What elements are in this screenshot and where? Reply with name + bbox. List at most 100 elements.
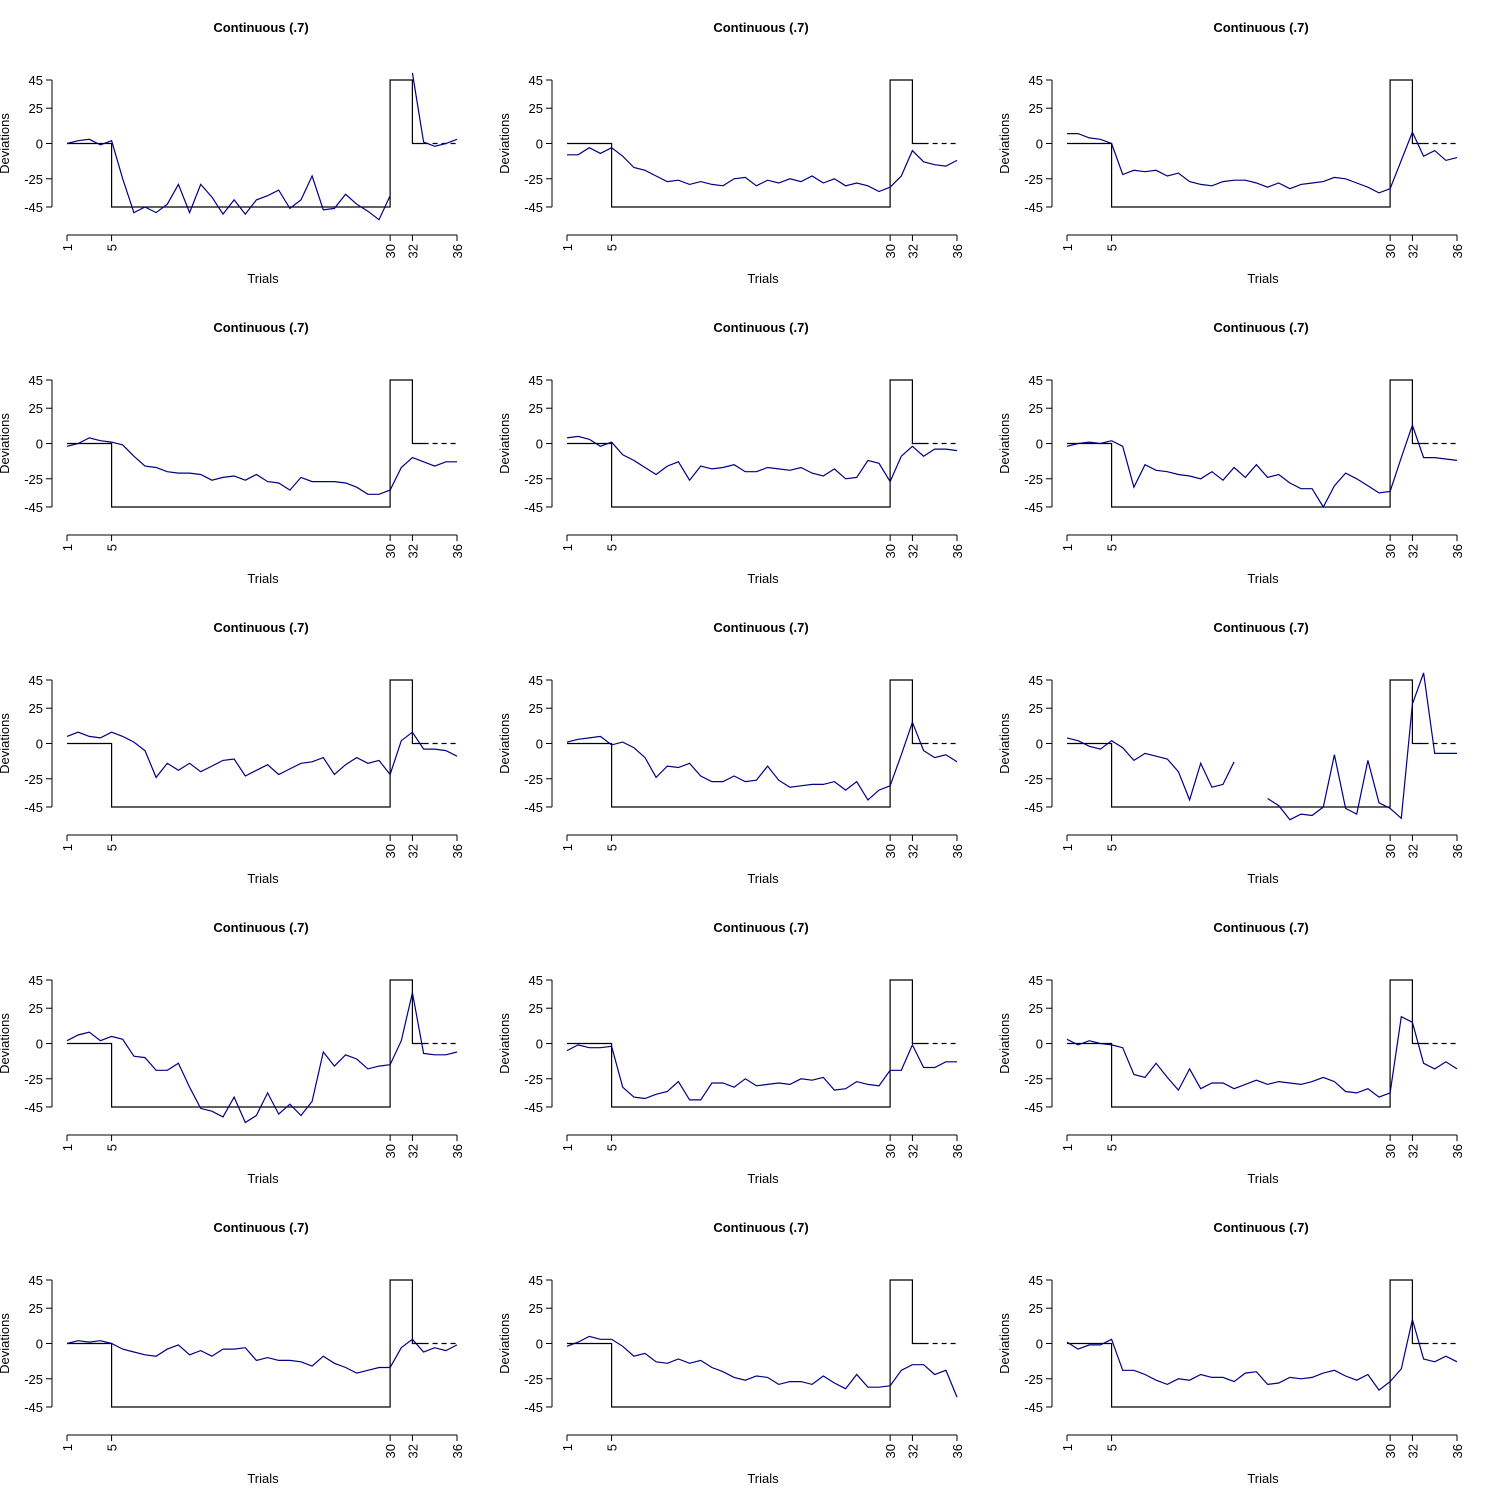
x-tick-label: 30 xyxy=(1383,1444,1398,1458)
x-tick-label: 36 xyxy=(450,544,465,558)
panel-9: Continuous (.7) 45 25 0 -25 -45 Deviations 1 5 30… xyxy=(997,620,1465,886)
y-axis-label: Deviations xyxy=(997,713,1012,774)
y-tick-label: -25 xyxy=(1024,1072,1043,1087)
x-tick-label: 32 xyxy=(405,1144,420,1158)
y-tick-label: 0 xyxy=(536,1037,543,1052)
observed-series-line xyxy=(567,146,958,193)
y-axis-label: Deviations xyxy=(497,1313,512,1374)
y-tick-label: 0 xyxy=(36,1337,43,1352)
x-axis-label: Trials xyxy=(247,1171,279,1186)
x-tick-label: 30 xyxy=(383,244,398,258)
y-tick-label: -25 xyxy=(524,1372,543,1387)
y-tick-label: -45 xyxy=(524,1400,543,1415)
y-tick-label: -25 xyxy=(1024,772,1043,787)
x-axis-label: Trials xyxy=(1247,571,1279,586)
panel-5: Continuous (.7) 45 25 0 -25 -45 Deviations 1 5 30… xyxy=(497,320,965,586)
y-tick-label: 45 xyxy=(1029,673,1043,688)
x-tick-label: 32 xyxy=(1405,544,1420,558)
panel-title: Continuous (.7) xyxy=(1213,1220,1308,1235)
y-tick-label: 0 xyxy=(1036,1337,1043,1352)
y-tick-label: 45 xyxy=(29,373,43,388)
y-tick-label: 45 xyxy=(1029,73,1043,88)
x-tick-label: 36 xyxy=(1450,544,1465,558)
x-tick-label: 36 xyxy=(450,244,465,258)
x-tick-label: 1 xyxy=(1060,1144,1075,1151)
x-tick-label: 5 xyxy=(1105,244,1120,251)
x-tick-label: 1 xyxy=(60,544,75,551)
x-tick-label: 36 xyxy=(950,844,965,858)
x-tick-label: 1 xyxy=(60,1444,75,1451)
x-tick-label: 5 xyxy=(1105,844,1120,851)
observed-series-line xyxy=(1066,1319,1458,1391)
x-tick-label: 32 xyxy=(405,1444,420,1458)
y-tick-label: 45 xyxy=(1029,373,1043,388)
x-axis-label: Trials xyxy=(747,871,779,886)
y-tick-label: 25 xyxy=(1029,101,1043,116)
y-axis-label: Deviations xyxy=(0,113,12,174)
observed-series-line xyxy=(1066,423,1458,509)
y-tick-label: 45 xyxy=(29,1273,43,1288)
y-tick-label: -25 xyxy=(24,772,43,787)
y-tick-label: -25 xyxy=(524,172,543,187)
observed-series-line xyxy=(66,992,458,1124)
y-tick-label: 45 xyxy=(1029,1273,1043,1288)
y-tick-label: 45 xyxy=(29,973,43,988)
y-axis-label: Deviations xyxy=(0,1013,12,1074)
y-tick-label: 0 xyxy=(1036,737,1043,752)
reference-line xyxy=(1067,679,1424,808)
x-tick-label: 32 xyxy=(405,844,420,858)
x-axis-label: Trials xyxy=(747,571,779,586)
x-tick-label: 32 xyxy=(405,544,420,558)
y-axis-label: Deviations xyxy=(497,1013,512,1074)
reference-line xyxy=(567,1279,924,1408)
y-tick-label: -45 xyxy=(1024,500,1043,515)
observed-series-line xyxy=(1066,1015,1458,1098)
y-tick-label: 0 xyxy=(536,737,543,752)
observed-series-line xyxy=(566,435,958,483)
panel-title: Continuous (.7) xyxy=(1213,620,1308,635)
x-axis-label: Trials xyxy=(1247,1171,1279,1186)
panel-title: Continuous (.7) xyxy=(713,20,808,35)
y-tick-label: -25 xyxy=(1024,472,1043,487)
y-tick-label: -25 xyxy=(1024,172,1043,187)
y-tick-label: -45 xyxy=(1024,1400,1043,1415)
x-tick-label: 30 xyxy=(1383,544,1398,558)
y-tick-label: 25 xyxy=(1029,1301,1043,1316)
y-tick-label: 0 xyxy=(536,1337,543,1352)
y-axis-label: Deviations xyxy=(0,1313,12,1374)
x-tick-label: 30 xyxy=(883,244,898,258)
panel-title: Continuous (.7) xyxy=(713,620,808,635)
x-axis-label: Trials xyxy=(247,571,279,586)
y-tick-label: -25 xyxy=(524,772,543,787)
x-tick-label: 36 xyxy=(950,1144,965,1158)
y-axis-label: Deviations xyxy=(0,413,12,474)
y-tick-label: -25 xyxy=(24,1372,43,1387)
y-tick-label: 45 xyxy=(529,673,543,688)
y-tick-label: 0 xyxy=(36,1037,43,1052)
panel-title: Continuous (.7) xyxy=(1213,320,1308,335)
y-tick-label: -45 xyxy=(524,200,543,215)
y-tick-label: -25 xyxy=(24,1072,43,1087)
y-tick-label: -25 xyxy=(1024,1372,1043,1387)
panel-title: Continuous (.7) xyxy=(213,320,308,335)
x-tick-label: 36 xyxy=(1450,1444,1465,1458)
x-axis-label: Trials xyxy=(747,1171,779,1186)
x-tick-label: 1 xyxy=(1060,1444,1075,1451)
y-tick-label: 25 xyxy=(529,1001,543,1016)
y-tick-label: -45 xyxy=(24,1100,43,1115)
x-axis-label: Trials xyxy=(247,271,279,286)
x-tick-label: 30 xyxy=(883,544,898,558)
x-tick-label: 5 xyxy=(605,844,620,851)
y-tick-label: 25 xyxy=(529,401,543,416)
x-tick-label: 1 xyxy=(560,1144,575,1151)
panel-title: Continuous (.7) xyxy=(713,320,808,335)
observed-series-line xyxy=(66,731,458,779)
panel-title: Continuous (.7) xyxy=(713,1220,808,1235)
panel-3: Continuous (.7) 45 25 0 -25 -45 Deviations 1 5 30… xyxy=(997,20,1465,286)
x-axis-label: Trials xyxy=(1247,1471,1279,1486)
y-axis-label: Deviations xyxy=(0,713,12,774)
reference-line xyxy=(567,979,924,1108)
y-tick-label: -25 xyxy=(24,172,43,187)
y-tick-label: 0 xyxy=(1036,1037,1043,1052)
